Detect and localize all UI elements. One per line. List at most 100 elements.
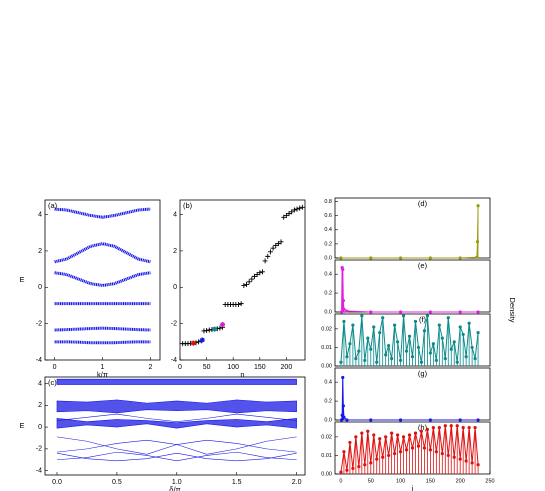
density-marker: [341, 299, 345, 303]
eigenvalue-point: [281, 214, 287, 220]
plot-frame: [44, 376, 306, 476]
density-marker: [339, 360, 343, 364]
energy-band: [56, 378, 297, 385]
density-marker: [473, 425, 477, 430]
density-line: [341, 267, 479, 313]
y-tick-label: 0.00: [321, 471, 332, 477]
density-marker: [369, 256, 373, 260]
density-marker: [467, 425, 471, 430]
x-tick-label: 200: [456, 478, 465, 484]
density-marker: [351, 323, 355, 327]
panel-label: (a): [48, 201, 58, 210]
density-marker: [387, 453, 391, 458]
density-marker: [393, 451, 397, 456]
density-marker: [431, 342, 435, 346]
y-tick-label: -2: [171, 320, 177, 327]
density-marker: [476, 418, 480, 422]
density-marker: [369, 347, 373, 351]
x-tick-label: 0.0: [52, 479, 62, 486]
y-tick-label: -4: [36, 467, 42, 474]
density-marker: [437, 323, 441, 327]
density-marker: [425, 314, 430, 318]
density-marker: [342, 307, 346, 311]
y-axis-label: Density: [508, 297, 517, 322]
density-marker: [354, 356, 358, 361]
eigenvalue-point: [199, 337, 205, 343]
x-tick-label: 1.5: [232, 479, 242, 486]
density-marker: [339, 256, 343, 260]
eigenvalue-point: [254, 272, 260, 278]
density-marker: [357, 464, 361, 469]
density-marker: [476, 463, 480, 467]
band-curve: [54, 207, 151, 219]
x-tick-label: 0: [178, 364, 182, 371]
density-marker: [342, 450, 346, 454]
y-tick-label: 2: [38, 248, 42, 255]
density-marker: [428, 256, 432, 260]
plot-frame: [334, 367, 491, 421]
y-tick-label: -2: [36, 446, 42, 453]
density-marker: [416, 444, 421, 448]
eigenvalue-point: [294, 206, 300, 212]
y-tick-label: 0.01: [321, 345, 332, 351]
density-marker: [354, 435, 358, 439]
band-curve: [54, 271, 151, 287]
eigenvalue-point: [196, 339, 202, 345]
eigenvalue-point: [267, 249, 273, 255]
density-marker: [407, 334, 412, 338]
energy-band: [56, 399, 297, 414]
y-tick-label: 4: [173, 211, 177, 218]
x-tick-label: 100: [396, 478, 405, 484]
eigenvalue-point: [257, 270, 263, 276]
x-tick-label: 200: [281, 364, 293, 371]
density-marker: [384, 435, 388, 439]
density-marker: [475, 255, 479, 259]
eigenvalue-point: [286, 211, 292, 217]
density-marker: [375, 457, 379, 461]
eigenvalue-point: [291, 207, 297, 213]
density-marker: [378, 437, 382, 441]
density-marker: [369, 461, 373, 465]
y-axis-label: E: [19, 421, 24, 430]
plot-frame: [179, 199, 306, 361]
x-tick-label: 1.0: [172, 479, 182, 486]
density-marker: [366, 336, 370, 340]
spectrum-line: [56, 436, 297, 455]
eigenvalue-point: [275, 241, 281, 247]
y-tick-label: 2: [38, 402, 42, 409]
x-axis-label: k/π: [97, 370, 108, 379]
density-marker: [434, 450, 438, 454]
x-tick-label: 100: [227, 364, 239, 371]
density-marker: [452, 340, 456, 344]
density-marker: [339, 310, 344, 314]
density-marker: [393, 323, 397, 327]
eigenvalue-point: [278, 239, 284, 245]
density-marker: [443, 424, 447, 428]
density-marker: [407, 433, 412, 437]
y-tick-label: 2: [173, 248, 177, 255]
y-tick-label: 0.02: [321, 326, 332, 332]
eigenvalue-point: [262, 258, 268, 264]
density-marker: [449, 424, 453, 428]
density-marker: [428, 310, 432, 314]
y-tick-label: 0.4: [324, 380, 332, 386]
density-marker: [470, 461, 474, 465]
density-marker: [381, 316, 385, 320]
panel-label: (e): [418, 261, 428, 270]
density-marker: [443, 356, 447, 361]
density-marker: [422, 446, 427, 450]
density-marker: [464, 355, 468, 359]
density-marker: [458, 325, 462, 329]
panel-label: (f): [419, 315, 427, 324]
density-marker: [419, 360, 424, 364]
density-marker: [446, 453, 450, 458]
y-tick-label: 4: [38, 380, 42, 387]
spectrum-line: [56, 439, 297, 453]
density-marker: [345, 309, 349, 313]
x-tick-label: 150: [426, 478, 435, 484]
density-marker: [387, 343, 391, 348]
y-axis-label: E: [19, 275, 24, 284]
y-tick-label: 0.02: [321, 434, 332, 440]
density-marker: [458, 457, 462, 461]
density-marker: [341, 404, 345, 408]
